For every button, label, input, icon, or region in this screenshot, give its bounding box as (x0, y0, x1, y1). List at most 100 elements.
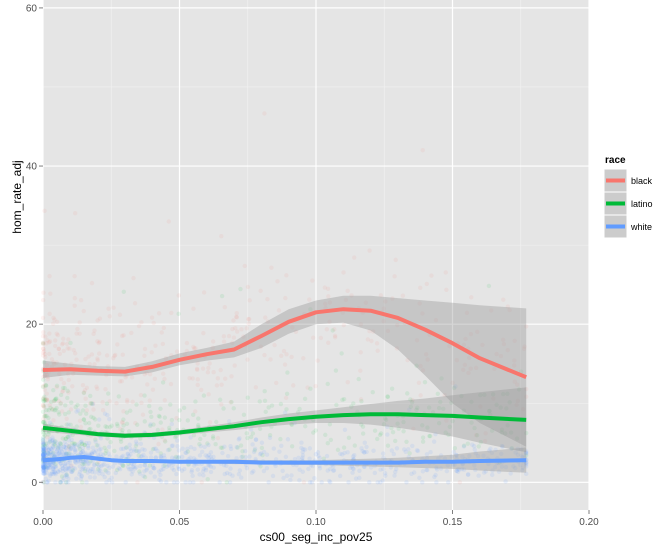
data-point (43, 465, 49, 470)
data-point (98, 451, 103, 456)
data-point (195, 467, 200, 472)
data-point (197, 453, 203, 458)
data-point (89, 280, 95, 286)
data-point (48, 437, 53, 442)
data-point (193, 346, 198, 351)
data-point (69, 361, 74, 367)
data-point (68, 407, 74, 412)
data-point (41, 448, 46, 454)
data-point (151, 466, 157, 471)
data-point (205, 477, 210, 482)
data-point (214, 419, 219, 425)
data-point (79, 467, 84, 472)
data-point (409, 471, 414, 476)
data-point (503, 479, 508, 484)
data-point (442, 392, 447, 398)
data-point (57, 444, 62, 449)
data-point (452, 385, 457, 391)
data-point (52, 439, 57, 445)
data-point (208, 450, 214, 455)
data-point (414, 407, 419, 413)
data-point (199, 387, 204, 393)
data-point (187, 375, 192, 381)
data-point (75, 408, 81, 413)
confidence-band-white (43, 447, 527, 473)
data-point (57, 449, 62, 454)
data-point (41, 452, 47, 457)
data-point (308, 307, 313, 312)
data-point (138, 454, 144, 459)
data-point (332, 327, 337, 332)
data-point (278, 401, 284, 407)
data-point (142, 346, 148, 352)
data-point (215, 435, 221, 441)
data-point (46, 451, 51, 457)
data-point (483, 469, 488, 474)
data-point (42, 453, 47, 458)
data-point (67, 444, 72, 449)
data-point (446, 432, 451, 437)
data-point (189, 469, 194, 475)
data-point (89, 414, 94, 419)
data-point (512, 379, 517, 384)
data-point (69, 469, 75, 475)
data-point (360, 448, 365, 454)
data-point (148, 422, 153, 427)
data-point (226, 419, 232, 424)
data-point (120, 427, 125, 433)
data-point (40, 333, 46, 339)
data-point (461, 367, 466, 373)
data-point (40, 479, 46, 485)
data-point (52, 361, 57, 366)
data-point (328, 437, 334, 443)
data-point (328, 480, 333, 485)
data-point (44, 391, 49, 396)
data-point (356, 376, 361, 382)
data-point (99, 463, 104, 469)
data-point (514, 402, 519, 408)
data-point (244, 465, 250, 471)
data-point (51, 437, 56, 443)
data-point (60, 341, 66, 346)
data-point (516, 387, 522, 392)
data-point (300, 449, 305, 455)
data-point (53, 407, 58, 412)
x-tick-label: 0.20 (579, 517, 599, 528)
data-point (508, 471, 513, 476)
data-point (49, 447, 54, 452)
data-point (190, 473, 195, 479)
data-point (59, 377, 64, 382)
data-point (132, 466, 138, 471)
data-point (170, 443, 175, 448)
data-point (241, 412, 247, 418)
data-point (90, 401, 96, 406)
data-point (120, 420, 125, 426)
data-point (40, 453, 46, 458)
data-point (518, 462, 523, 468)
data-point (211, 454, 216, 459)
data-point (317, 455, 322, 461)
data-point (95, 452, 101, 457)
data-point (418, 363, 423, 369)
data-point (40, 341, 46, 347)
data-point (56, 346, 62, 352)
data-point (482, 392, 487, 398)
y-tick-label: 20 (26, 320, 38, 331)
data-point (42, 452, 47, 457)
data-point (41, 405, 47, 410)
data-point (157, 469, 162, 474)
data-point (309, 480, 315, 485)
data-point (86, 445, 91, 451)
data-point (206, 392, 211, 397)
data-point (509, 446, 514, 451)
data-point (71, 445, 76, 450)
data-point (300, 455, 305, 460)
data-point (40, 396, 46, 402)
data-point (40, 403, 46, 408)
data-point (168, 381, 174, 387)
data-point (173, 454, 179, 460)
data-point (206, 455, 211, 461)
data-point (82, 459, 87, 465)
data-point (41, 454, 46, 459)
data-point (177, 417, 182, 423)
